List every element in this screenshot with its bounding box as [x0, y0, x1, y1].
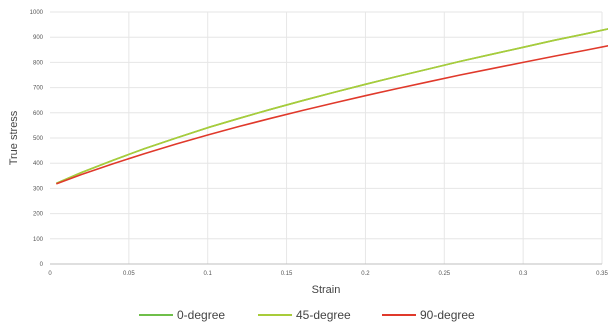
gridlines [50, 11, 603, 264]
x-tick-label: 0.2 [361, 271, 370, 277]
series-line-90-degree [56, 44, 608, 185]
y-axis-title: True stress [8, 110, 20, 165]
legend-label: 45-degree [296, 308, 351, 322]
x-tick-labels: 0 0.05 0.1 0.15 0.2 0.25 0.3 0.35 [48, 271, 608, 277]
series-line-0-degree [55, 28, 608, 185]
y-tick-label: 100 [33, 237, 44, 243]
y-tick-label: 500 [33, 136, 44, 142]
legend-label: 90-degree [420, 308, 475, 322]
y-tick-label: 0 [40, 262, 44, 268]
y-tick-label: 1000 [30, 10, 44, 16]
y-tick-label: 200 [33, 212, 44, 218]
x-tick-label: 0.1 [204, 271, 213, 277]
x-tick-label: 0.35 [596, 271, 608, 277]
legend: 0-degree 45-degree 90-degree [139, 308, 475, 322]
legend-label: 0-degree [177, 308, 225, 322]
y-tick-label: 400 [33, 161, 44, 167]
x-tick-label: 0.05 [123, 271, 135, 277]
y-tick-label: 600 [33, 111, 44, 117]
y-tick-labels: 0 100 200 300 400 500 600 700 800 900 1000 [30, 10, 44, 268]
y-tick-label: 800 [33, 60, 44, 66]
series-line-45-degree [55, 28, 608, 185]
series-lines [55, 28, 608, 185]
x-tick-label: 0.15 [281, 271, 293, 277]
y-tick-label: 300 [33, 186, 44, 192]
y-tick-label: 700 [33, 86, 44, 92]
x-axis-title: Strain [312, 284, 341, 296]
x-tick-label: 0.3 [519, 271, 528, 277]
x-tick-label: 0.25 [438, 271, 450, 277]
y-tick-label: 900 [33, 35, 44, 41]
x-tick-label: 0 [48, 271, 52, 277]
